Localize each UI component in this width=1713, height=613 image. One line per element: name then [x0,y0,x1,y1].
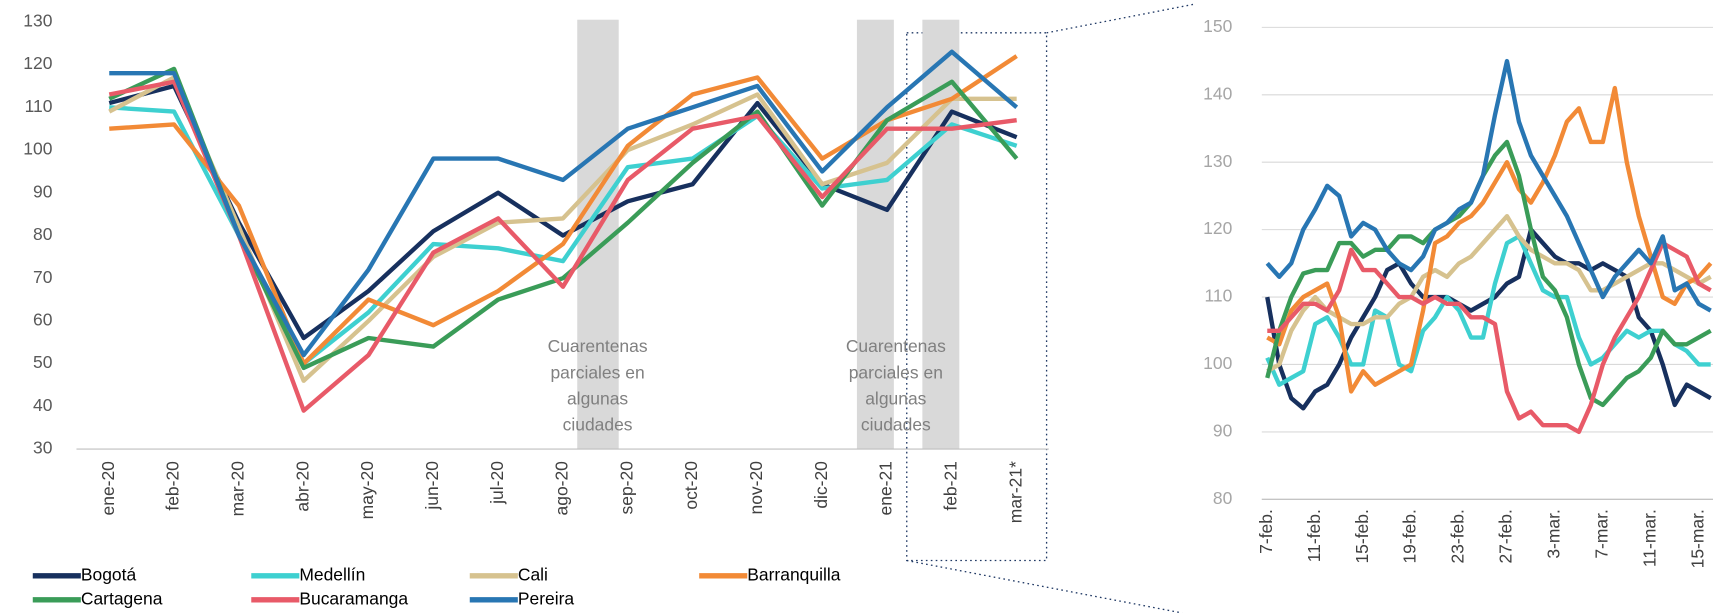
x-tick-label: jul-20 [487,461,507,505]
y-tick-label: 110 [1204,286,1232,306]
annotation: parciales en [550,362,644,382]
y-tick-label: 130 [1203,151,1232,171]
y-tick-label: 120 [1203,218,1232,238]
x-tick-label: oct-20 [681,461,701,510]
x-tick-label: ago-20 [552,461,572,516]
legend-label: Cartagena [81,588,163,608]
x-tick-label: ene-21 [876,461,896,515]
series-line [1265,227,1712,411]
annotation: Cuarentenas [548,336,648,356]
legend-label: Bucaramanga [299,588,408,608]
x-tick-label: 7-feb. [1256,509,1276,554]
x-tick-label: nov-20 [746,461,766,515]
y-tick-label: 120 [23,53,52,73]
y-tick-label: 110 [25,96,53,116]
series-line [109,54,1018,366]
x-tick-label: 27-feb. [1496,509,1516,563]
y-tick-label: 30 [33,438,53,458]
plot: 80 90 100 110 120 130 140 150 7-feb. 11-feb. 15-fe… [1203,16,1713,568]
x-tick-label: feb-20 [163,461,183,511]
x-tick-label: dic-20 [811,461,831,509]
x-tick-label: jun-20 [422,461,442,511]
series-line [1265,139,1712,408]
series-line [1265,58,1712,313]
plot: Cuarentenas parciales en algunas ciudades Cu… [23,11,1049,608]
annotation: parciales en [849,362,943,382]
annotation: Cuarentenas [846,336,946,356]
x-tick-label: 23-feb. [1448,509,1468,563]
y-tick-label: 40 [33,395,53,415]
x-tick-label: 15-feb. [1352,509,1372,563]
x-tick-label: mar-20 [227,461,247,517]
annotation: algunas [865,389,926,409]
x-tick-label: 7-mar. [1591,509,1611,559]
zoom-line [906,559,1183,613]
y-tick-label: 130 [23,11,52,31]
legend-label: Bogotá [81,564,137,584]
y-tick-label: 80 [1213,488,1233,508]
x-tick-label: mar-21* [1005,461,1025,523]
x-tick-label: 19-feb. [1400,509,1420,563]
y-tick-label: 80 [33,224,53,244]
y-tick-label: 50 [33,352,53,372]
legend-label: Pereira [518,588,575,608]
x-tick-label: 11-mar. [1639,509,1659,567]
x-tick-label: ene-20 [98,461,118,516]
annotation: ciudades [861,415,931,435]
x-tick-label: feb-21 [940,461,960,511]
series-line [108,79,1017,413]
y-tick-label: 100 [23,139,52,159]
y-tick-label: 150 [1203,16,1232,36]
series-line [1267,240,1712,435]
legend-label: Cali [518,564,548,584]
series-line [109,49,1019,358]
y-tick-label: 70 [33,267,53,287]
annotation: algunas [567,389,628,409]
x-tick-label: 11-feb. [1304,509,1324,562]
x-tick-label: may-20 [357,461,377,520]
shaded-period [856,19,894,450]
x-tick-label: sep-20 [616,461,636,515]
x-tick-label: 3-mar. [1544,509,1564,559]
x-tick-label: abr-20 [292,461,312,512]
y-tick-label: 140 [1203,83,1232,103]
legend-label: Barranquilla [747,564,841,584]
legend-label: Medellín [299,564,365,584]
x-tick-label: 15-mar. [1687,509,1707,568]
shaded-period [922,19,960,450]
series-line [1266,85,1713,394]
y-tick-label: 90 [1213,421,1233,441]
y-tick-label: 90 [33,181,53,201]
annotation: ciudades [563,415,633,435]
y-tick-label: 60 [33,310,53,330]
y-tick-label: 100 [1203,353,1232,373]
zoom-line [1046,3,1194,34]
zoom-frame [906,32,1048,562]
